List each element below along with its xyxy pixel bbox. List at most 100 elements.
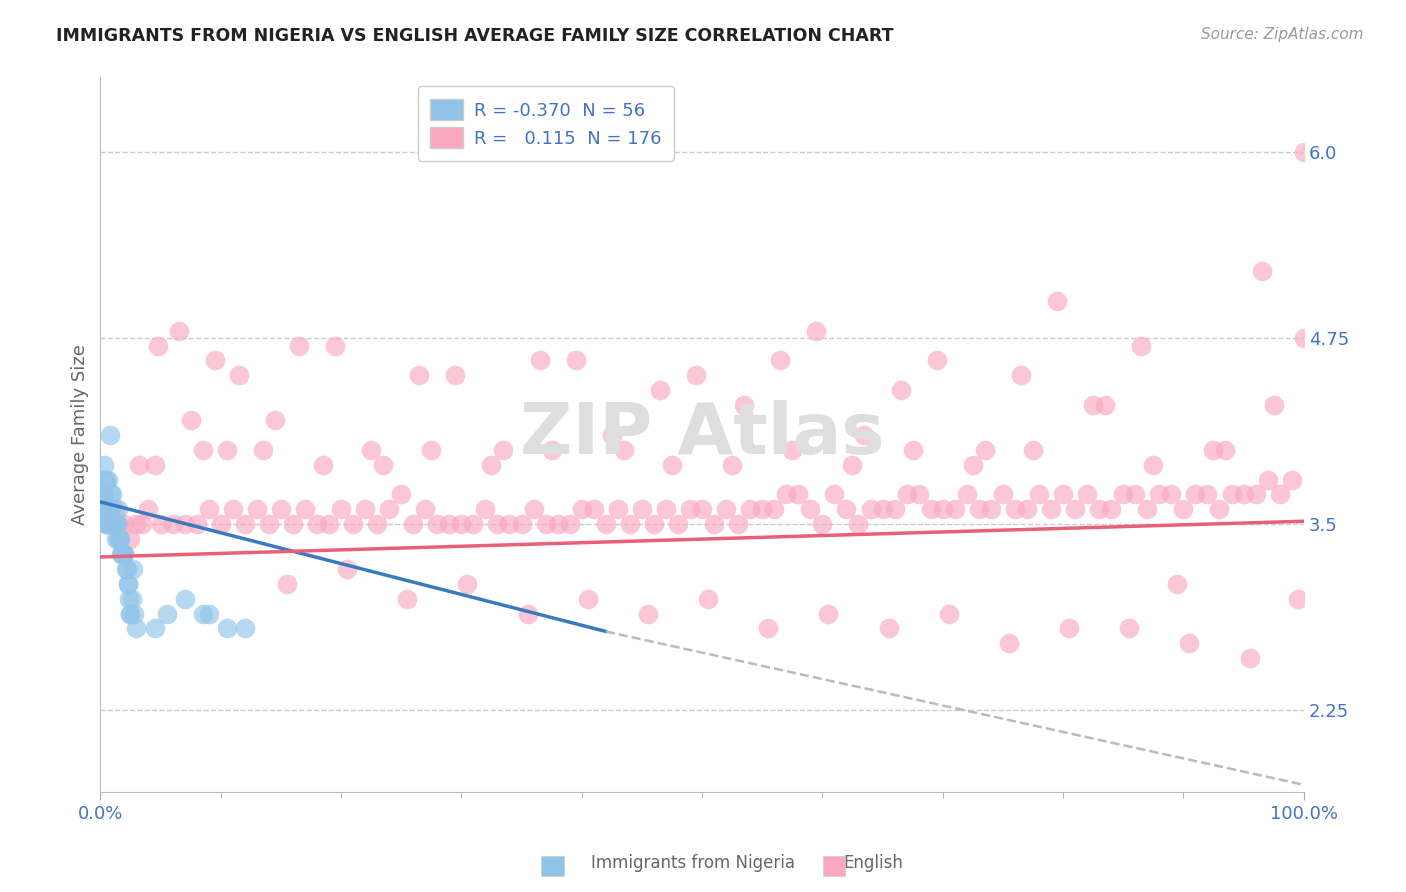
Point (222, 502, 245, 516)
Point (1064, 502, 1087, 516)
Point (103, 517, 125, 532)
Point (703, 517, 725, 532)
Point (823, 487, 845, 501)
Point (1142, 458, 1164, 472)
Point (1052, 487, 1074, 501)
Point (1118, 622, 1140, 636)
Point (1081, 398, 1104, 412)
Point (100, 517, 122, 532)
Point (806, 324, 828, 338)
Point (114, 562, 136, 576)
Point (474, 502, 496, 516)
Point (120, 607, 142, 621)
Point (336, 562, 359, 576)
Point (980, 502, 1002, 516)
Point (1292, 815, 1315, 830)
Point (799, 502, 821, 516)
Point (191, 607, 214, 621)
Point (104, 517, 127, 532)
Point (233, 622, 256, 636)
Text: Immigrants from Nigeria: Immigrants from Nigeria (591, 855, 794, 872)
Point (104, 502, 127, 516)
Point (1057, 622, 1080, 636)
Point (149, 517, 172, 532)
Point (1010, 368, 1032, 383)
Point (841, 458, 863, 472)
Point (131, 517, 153, 532)
Point (342, 517, 364, 532)
Point (354, 502, 377, 516)
Point (111, 547, 134, 561)
Point (155, 607, 177, 621)
Point (655, 502, 678, 516)
Point (631, 502, 654, 516)
Point (967, 502, 990, 516)
Point (233, 517, 256, 532)
Point (105, 517, 128, 532)
Point (97, 502, 120, 516)
Point (101, 517, 124, 532)
Point (733, 398, 755, 412)
Point (1160, 487, 1182, 501)
Point (492, 442, 515, 457)
Point (1015, 502, 1038, 516)
Point (128, 458, 150, 472)
Point (108, 532, 131, 546)
Point (595, 517, 617, 532)
Point (817, 607, 839, 621)
Point (96, 517, 118, 532)
Point (679, 502, 702, 516)
Point (1076, 487, 1098, 501)
Point (281, 517, 304, 532)
Point (101, 517, 124, 532)
Point (769, 353, 792, 368)
Point (98, 517, 121, 532)
Point (366, 517, 388, 532)
Point (276, 576, 298, 591)
Point (613, 442, 636, 457)
Point (263, 413, 285, 427)
Point (956, 487, 979, 501)
Point (101, 517, 124, 532)
Point (516, 607, 538, 621)
Point (93, 487, 115, 501)
Point (853, 428, 876, 442)
Point (180, 413, 202, 427)
Point (896, 487, 918, 501)
Point (1040, 502, 1063, 516)
Point (246, 502, 269, 516)
Point (1268, 487, 1291, 501)
Point (121, 562, 143, 576)
Point (690, 502, 713, 516)
Point (456, 576, 478, 591)
Point (107, 502, 129, 516)
Point (257, 517, 280, 532)
Point (481, 458, 503, 472)
Point (96, 473, 118, 487)
Point (998, 636, 1021, 650)
Point (938, 607, 960, 621)
Point (122, 607, 145, 621)
Point (648, 383, 671, 397)
Point (98, 502, 121, 516)
Point (120, 532, 142, 546)
Point (450, 517, 472, 532)
Point (606, 502, 628, 516)
Point (117, 576, 139, 591)
Point (318, 517, 340, 532)
Legend: R = -0.370  N = 56, R =   0.115  N = 176: R = -0.370 N = 56, R = 0.115 N = 176 (418, 87, 673, 161)
Point (162, 517, 184, 532)
Point (305, 517, 328, 532)
Point (727, 517, 749, 532)
Point (120, 607, 142, 621)
Point (191, 442, 214, 457)
Point (378, 502, 401, 516)
Point (463, 517, 485, 532)
Point (288, 338, 311, 352)
Point (1244, 487, 1267, 501)
Point (115, 562, 138, 576)
Point (104, 517, 127, 532)
Point (1130, 338, 1153, 352)
Point (540, 442, 562, 457)
Point (1292, 145, 1315, 159)
